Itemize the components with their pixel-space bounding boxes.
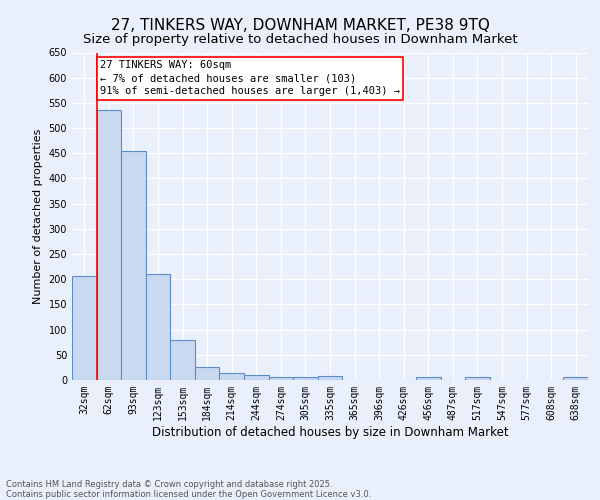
Text: Contains HM Land Registry data © Crown copyright and database right 2025.
Contai: Contains HM Land Registry data © Crown c… (6, 480, 371, 499)
Bar (170, 340, 195, 380)
Y-axis label: Number of detached properties: Number of detached properties (33, 128, 43, 304)
Text: Size of property relative to detached houses in Downham Market: Size of property relative to detached ho… (83, 32, 517, 46)
Bar (244, 375, 269, 380)
Bar (121, 151, 146, 380)
Bar (293, 377, 318, 380)
Bar (220, 374, 244, 380)
Bar (416, 378, 440, 380)
Text: 27 TINKERS WAY: 60sqm
← 7% of detached houses are smaller (103)
91% of semi-deta: 27 TINKERS WAY: 60sqm ← 7% of detached h… (100, 60, 400, 96)
Bar (195, 368, 220, 380)
Bar (269, 377, 293, 380)
X-axis label: Distribution of detached houses by size in Downham Market: Distribution of detached houses by size … (152, 426, 508, 438)
Bar (465, 378, 490, 380)
Bar (72, 276, 97, 380)
Bar (563, 378, 588, 380)
Bar (146, 274, 170, 380)
Text: 27, TINKERS WAY, DOWNHAM MARKET, PE38 9TQ: 27, TINKERS WAY, DOWNHAM MARKET, PE38 9T… (110, 18, 490, 32)
Bar (97, 110, 121, 380)
Bar (318, 376, 342, 380)
